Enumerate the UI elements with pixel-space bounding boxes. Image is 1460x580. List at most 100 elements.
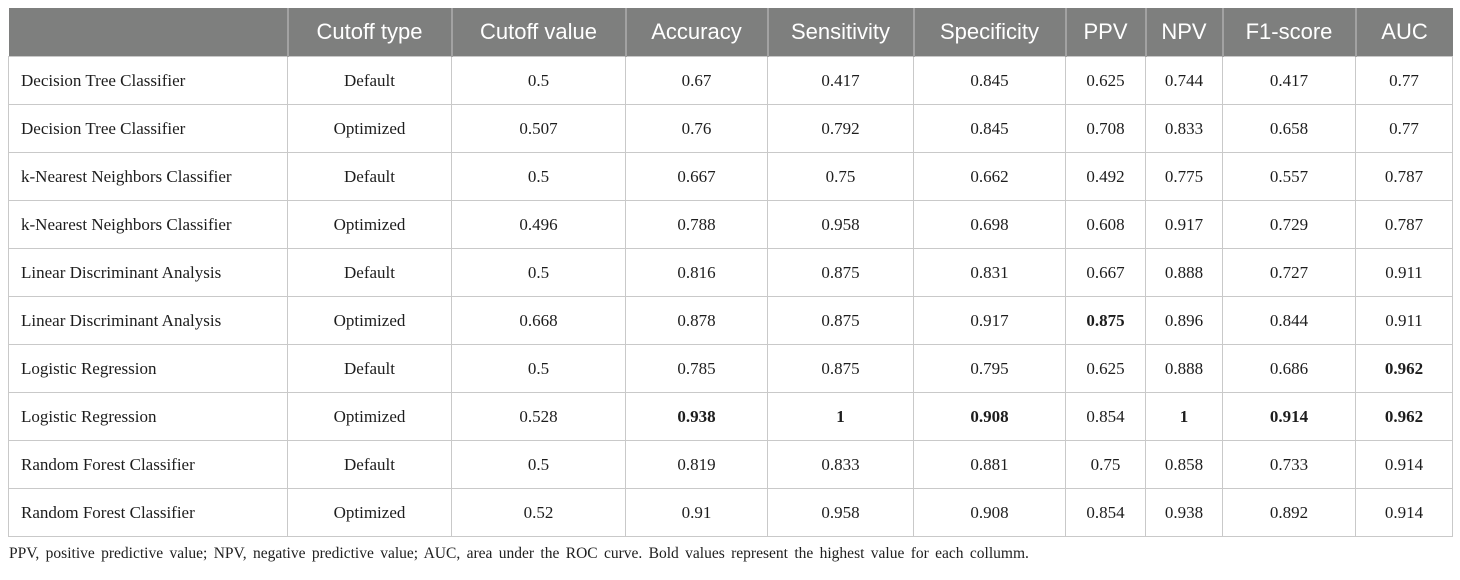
metric-cell: 0.958 — [767, 488, 914, 537]
metric-cell: 0.77 — [1355, 56, 1453, 105]
metric-cell: 0.881 — [913, 440, 1066, 489]
metric-cell: 0.557 — [1222, 152, 1356, 201]
metric-cell: 0.417 — [767, 56, 914, 105]
table-row: Logistic Regression Default 0.5 0.785 0.875 0… — [8, 344, 1453, 393]
metric-cell: 0.938 — [1145, 488, 1223, 537]
metric-cell: 0.908 — [913, 488, 1066, 537]
metric-cell: 0.938 — [625, 392, 768, 441]
metric-cell: 0.75 — [767, 152, 914, 201]
metric-cell: 0.917 — [1145, 200, 1223, 249]
model-name-cell: Random Forest Classifier — [8, 488, 288, 537]
metric-cell: 0.625 — [1065, 56, 1146, 105]
metric-cell: 0.52 — [451, 488, 626, 537]
metric-cell: 0.962 — [1355, 344, 1453, 393]
metric-cell: 0.845 — [913, 56, 1066, 105]
classifier-metrics-table: Cutoff type Cutoff value Accuracy Sensitivi… — [8, 8, 1453, 537]
metric-cell: 0.5 — [451, 344, 626, 393]
metric-cell: Optimized — [287, 296, 452, 345]
metric-cell: 0.854 — [1065, 392, 1146, 441]
metric-cell: Default — [287, 56, 452, 105]
metric-cell: 0.787 — [1355, 152, 1453, 201]
metric-cell: 0.528 — [451, 392, 626, 441]
metric-cell: 0.788 — [625, 200, 768, 249]
metric-cell: 0.492 — [1065, 152, 1146, 201]
table-row: Linear Discriminant Analysis Optimized 0.6… — [8, 296, 1453, 345]
metric-cell: Optimized — [287, 104, 452, 153]
metric-cell: 0.792 — [767, 104, 914, 153]
metric-cell: 0.608 — [1065, 200, 1146, 249]
metric-cell: 0.875 — [767, 296, 914, 345]
metric-cell: Optimized — [287, 392, 452, 441]
metric-cell: 0.858 — [1145, 440, 1223, 489]
column-header-npv: NPV — [1145, 8, 1224, 57]
column-header-ppv: PPV — [1065, 8, 1147, 57]
metric-cell: 0.888 — [1145, 344, 1223, 393]
column-header-sensitivity: Sensitivity — [767, 8, 915, 57]
metric-cell: 0.729 — [1222, 200, 1356, 249]
metric-cell: 0.5 — [451, 56, 626, 105]
metric-cell: 1 — [1145, 392, 1223, 441]
metric-cell: 0.708 — [1065, 104, 1146, 153]
table-row: Linear Discriminant Analysis Default 0.5 0.… — [8, 248, 1453, 297]
column-header-f1-score: F1-score — [1222, 8, 1357, 57]
metric-cell: 0.77 — [1355, 104, 1453, 153]
metric-cell: 0.5 — [451, 248, 626, 297]
model-name-cell: Decision Tree Classifier — [8, 104, 288, 153]
metric-cell: 0.833 — [1145, 104, 1223, 153]
metric-cell: 0.668 — [451, 296, 626, 345]
metric-cell: 0.733 — [1222, 440, 1356, 489]
metric-cell: 0.507 — [451, 104, 626, 153]
column-header-model — [8, 8, 289, 57]
model-name-cell: Linear Discriminant Analysis — [8, 248, 288, 297]
metric-cell: 0.819 — [625, 440, 768, 489]
metric-cell: 0.911 — [1355, 248, 1453, 297]
metric-cell: 0.5 — [451, 440, 626, 489]
metric-cell: 0.787 — [1355, 200, 1453, 249]
metric-cell: Default — [287, 152, 452, 201]
metric-cell: 0.727 — [1222, 248, 1356, 297]
table-body: Decision Tree Classifier Default 0.5 0.67 0.… — [8, 56, 1453, 537]
table-row: Decision Tree Classifier Optimized 0.507 0.… — [8, 104, 1453, 153]
metric-cell: Default — [287, 344, 452, 393]
model-name-cell: Random Forest Classifier — [8, 440, 288, 489]
metric-cell: 0.908 — [913, 392, 1066, 441]
table-row: Random Forest Classifier Default 0.5 0.819 0… — [8, 440, 1453, 489]
metric-cell: 0.875 — [767, 248, 914, 297]
metric-cell: 0.625 — [1065, 344, 1146, 393]
metric-cell: Optimized — [287, 488, 452, 537]
metric-cell: 0.854 — [1065, 488, 1146, 537]
model-name-cell: Decision Tree Classifier — [8, 56, 288, 105]
table-footnote: PPV, positive predictive value; NPV, neg… — [9, 545, 1029, 562]
column-header-auc: AUC — [1355, 8, 1453, 57]
metric-cell: 0.75 — [1065, 440, 1146, 489]
metric-cell: 0.816 — [625, 248, 768, 297]
metric-cell: 0.914 — [1355, 488, 1453, 537]
metric-cell: 0.962 — [1355, 392, 1453, 441]
column-header-cutoff-type: Cutoff type — [287, 8, 453, 57]
metric-cell: 0.5 — [451, 152, 626, 201]
metric-cell: 0.417 — [1222, 56, 1356, 105]
metric-cell: 0.875 — [1065, 296, 1146, 345]
metric-cell: 0.686 — [1222, 344, 1356, 393]
table-row: k-Nearest Neighbors Classifier Default 0.5… — [8, 152, 1453, 201]
metric-cell: 0.698 — [913, 200, 1066, 249]
model-name-cell: k-Nearest Neighbors Classifier — [8, 200, 288, 249]
metric-cell: 0.775 — [1145, 152, 1223, 201]
metric-cell: 0.888 — [1145, 248, 1223, 297]
metric-cell: 0.892 — [1222, 488, 1356, 537]
metric-cell: 0.667 — [625, 152, 768, 201]
metric-cell: 0.658 — [1222, 104, 1356, 153]
metric-cell: 0.795 — [913, 344, 1066, 393]
column-header-accuracy: Accuracy — [625, 8, 769, 57]
metric-cell: 0.744 — [1145, 56, 1223, 105]
model-name-cell: k-Nearest Neighbors Classifier — [8, 152, 288, 201]
table-header: Cutoff type Cutoff value Accuracy Sensitivi… — [8, 8, 1453, 57]
metric-cell: 0.896 — [1145, 296, 1223, 345]
table-row: k-Nearest Neighbors Classifier Optimized 0… — [8, 200, 1453, 249]
metric-cell: 0.845 — [913, 104, 1066, 153]
metric-cell: Default — [287, 248, 452, 297]
metric-cell: 0.496 — [451, 200, 626, 249]
metric-cell: 0.878 — [625, 296, 768, 345]
metric-cell: 0.667 — [1065, 248, 1146, 297]
